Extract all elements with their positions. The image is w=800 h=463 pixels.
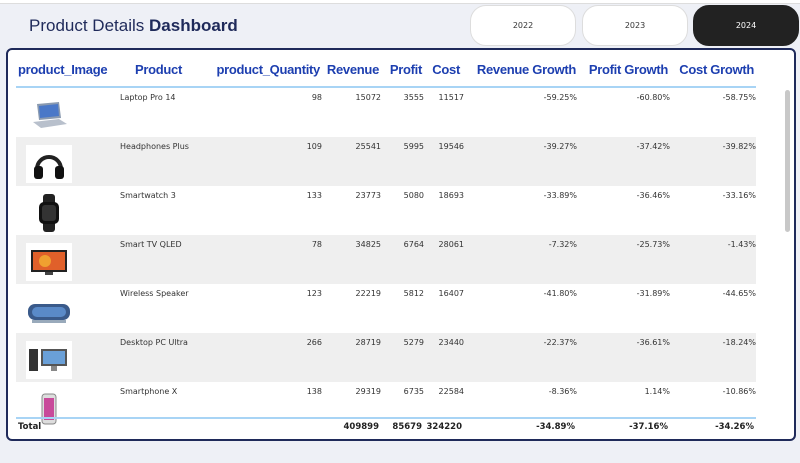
cell-product: Laptop Pro 14 — [120, 93, 176, 102]
cell-profit: 6764 — [403, 240, 424, 249]
cell-profit_growth: -37.42% — [636, 142, 670, 151]
cell-product: Headphones Plus — [120, 142, 189, 151]
cell-product: Smartwatch 3 — [120, 191, 176, 200]
cell-cost_growth: -44.65% — [722, 289, 756, 298]
total-cost_growth: -34.26% — [715, 422, 754, 432]
year-button-2022[interactable]: 2022 — [470, 5, 576, 46]
column-header[interactable]: Profit Growth — [588, 62, 668, 77]
cell-cost: 22584 — [438, 387, 464, 396]
column-header[interactable]: product_Image — [18, 62, 108, 77]
cell-profit_growth: -36.61% — [636, 338, 670, 347]
table-row[interactable]: Smartphone X 138 29319 6735 22584 -8.36% 1.14%… — [16, 382, 756, 431]
scrollbar[interactable] — [785, 90, 790, 232]
table-row[interactable]: Smartwatch 3 133 23773 5080 18693 -33.89% -36.… — [16, 186, 756, 235]
cell-cost_growth: -10.86% — [722, 387, 756, 396]
top-strip — [0, 0, 800, 4]
cell-rev_growth: -33.89% — [543, 191, 577, 200]
total-label: Total — [18, 422, 42, 432]
cell-revenue: 28719 — [355, 338, 381, 347]
cell-product: Wireless Speaker — [120, 289, 189, 298]
cell-profit_growth: -36.46% — [636, 191, 670, 200]
cell-product: Smartphone X — [120, 387, 178, 396]
cell-cost_growth: -58.75% — [722, 93, 756, 102]
cell-cost: 16407 — [438, 289, 464, 298]
cell-profit_growth: -25.73% — [636, 240, 670, 249]
total-rev_growth: -34.89% — [536, 422, 575, 432]
product-image-desktop — [26, 341, 72, 379]
year-button-2023[interactable]: 2023 — [582, 5, 688, 46]
cell-profit: 3555 — [403, 93, 424, 102]
product-image-speaker — [26, 292, 72, 330]
cell-profit: 5812 — [403, 289, 424, 298]
cell-quantity: 78 — [311, 240, 322, 249]
column-header[interactable]: Revenue — [326, 62, 379, 77]
year-button-2024[interactable]: 2024 — [693, 5, 799, 46]
cell-rev_growth: -8.36% — [548, 387, 577, 396]
cell-cost_growth: -39.82% — [722, 142, 756, 151]
title-bold: Dashboard — [149, 16, 238, 35]
cell-revenue: 15072 — [355, 93, 381, 102]
table-row[interactable]: Wireless Speaker 123 22219 5812 16407 -41.80%… — [16, 284, 756, 333]
cell-revenue: 34825 — [355, 240, 381, 249]
cell-quantity: 138 — [306, 387, 322, 396]
column-header[interactable]: Cost Growth — [679, 62, 754, 77]
cell-cost_growth: -33.16% — [722, 191, 756, 200]
cell-cost_growth: -1.43% — [727, 240, 756, 249]
cell-quantity: 98 — [311, 93, 322, 102]
cell-product: Desktop PC Ultra — [120, 338, 188, 347]
cell-revenue: 29319 — [355, 387, 381, 396]
total-profit_growth: -37.16% — [629, 422, 668, 432]
cell-cost: 11517 — [438, 93, 464, 102]
product-table: product_Image Product product_Quantity Reve… — [6, 48, 796, 441]
table-row[interactable]: Desktop PC Ultra 266 28719 5279 23440 -22.37%… — [16, 333, 756, 382]
cell-rev_growth: -41.80% — [543, 289, 577, 298]
column-header[interactable]: Profit — [389, 62, 422, 77]
table-row[interactable]: Laptop Pro 14 98 15072 3555 11517 -59.25% -60.… — [16, 88, 756, 137]
cell-cost: 23440 — [438, 338, 464, 347]
page-title: Product Details Dashboard — [29, 16, 238, 36]
cell-profit: 5995 — [403, 142, 424, 151]
cell-rev_growth: -7.32% — [548, 240, 577, 249]
cell-revenue: 25541 — [355, 142, 381, 151]
cell-profit_growth: 1.14% — [644, 387, 670, 396]
cell-profit_growth: -31.89% — [636, 289, 670, 298]
cell-quantity: 123 — [306, 289, 322, 298]
cell-profit_growth: -60.80% — [636, 93, 670, 102]
cell-quantity: 133 — [306, 191, 322, 200]
product-image-laptop — [26, 96, 72, 134]
column-header[interactable]: Cost — [432, 62, 460, 77]
product-image-headphones — [26, 145, 72, 183]
total-cost: 324220 — [426, 422, 463, 432]
cell-profit: 6735 — [403, 387, 424, 396]
product-image-tv — [26, 243, 72, 281]
cell-product: Smart TV QLED — [120, 240, 182, 249]
table-row[interactable]: Headphones Plus 109 25541 5995 19546 -39.27% -… — [16, 137, 756, 186]
cell-cost: 18693 — [438, 191, 464, 200]
cell-cost: 19546 — [438, 142, 464, 151]
total-revenue: 409899 — [343, 422, 380, 432]
cell-cost: 28061 — [438, 240, 464, 249]
table-row[interactable]: Smart TV QLED 78 34825 6764 28061 -7.32% -25.7… — [16, 235, 756, 284]
cell-revenue: 22219 — [355, 289, 381, 298]
product-image-smartwatch — [26, 194, 72, 232]
total-divider — [16, 417, 756, 419]
cell-quantity: 109 — [306, 142, 322, 151]
cell-rev_growth: -22.37% — [543, 338, 577, 347]
total-profit: 85679 — [392, 422, 422, 432]
cell-profit: 5279 — [403, 338, 424, 347]
cell-quantity: 266 — [306, 338, 322, 347]
title-light: Product Details — [29, 16, 145, 35]
cell-rev_growth: -39.27% — [543, 142, 577, 151]
column-header[interactable]: Product — [135, 62, 183, 77]
column-header[interactable]: product_Quantity — [216, 62, 320, 77]
cell-profit: 5080 — [403, 191, 424, 200]
cell-revenue: 23773 — [355, 191, 381, 200]
column-header[interactable]: Revenue Growth — [476, 62, 576, 77]
header-divider — [16, 86, 756, 88]
cell-rev_growth: -59.25% — [543, 93, 577, 102]
cell-cost_growth: -18.24% — [722, 338, 756, 347]
product-image-smartphone — [26, 390, 72, 428]
